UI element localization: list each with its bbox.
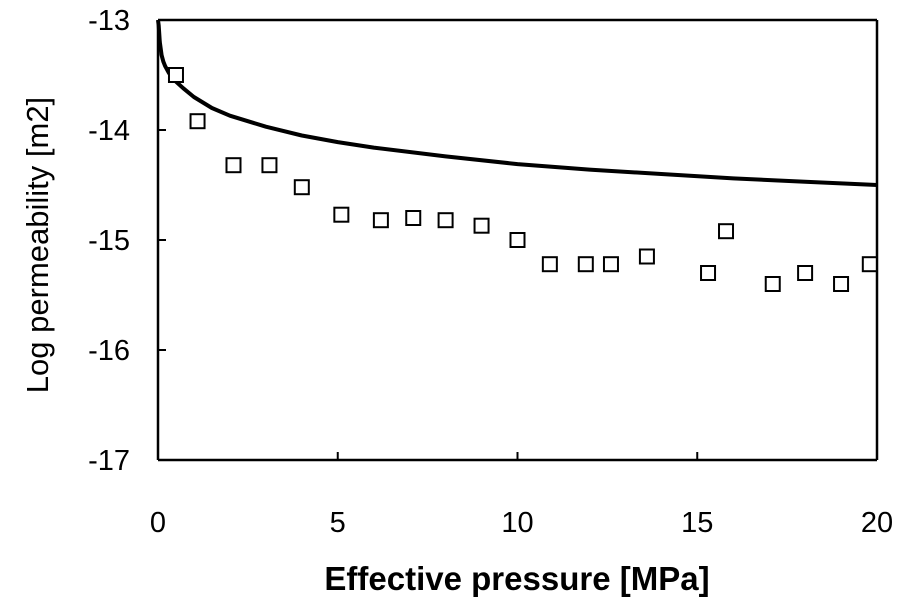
- x-tick-label: 20: [861, 507, 893, 539]
- data-point: [764, 276, 781, 292]
- x-tick-label: 0: [150, 507, 166, 539]
- x-tick-label: 10: [501, 507, 533, 539]
- x-tick-labels: 0 5 10 15 20: [150, 452, 893, 539]
- data-point: [333, 206, 350, 223]
- y-tick-label: -14: [88, 115, 130, 147]
- fit-curve: [156, 19, 878, 187]
- x-tick-label: 15: [681, 507, 713, 539]
- y-tick-label: -17: [88, 445, 130, 477]
- data-point: [602, 256, 619, 273]
- y-tick-label: -15: [88, 225, 130, 257]
- data-point: [541, 256, 558, 273]
- data-point: [577, 256, 594, 273]
- data-point: [167, 67, 184, 83]
- data-point: [861, 256, 878, 273]
- measured-points: [167, 67, 878, 292]
- fit-curve-line: [156, 19, 878, 187]
- data-point: [405, 210, 422, 226]
- data-point: [718, 223, 735, 240]
- data-point: [372, 212, 389, 229]
- data-point: [509, 232, 526, 248]
- y-tick-label: -16: [88, 335, 130, 367]
- y-axis-title: Log permeability [m2]: [20, 97, 55, 393]
- data-point: [700, 265, 717, 281]
- data-point: [638, 248, 655, 265]
- data-point: [189, 113, 206, 130]
- x-axis-title: Effective pressure [MPa]: [324, 560, 709, 597]
- x-tick-label: 5: [330, 507, 346, 539]
- y-tick-labels: -13 -14 -15 -16 -17: [88, 5, 166, 477]
- data-point: [261, 157, 278, 174]
- data-point: [437, 212, 454, 229]
- data-point: [797, 265, 814, 281]
- data-point: [225, 157, 242, 174]
- data-point: [473, 217, 490, 234]
- data-point: [293, 179, 310, 196]
- data-point: [833, 276, 850, 292]
- y-tick-label: -13: [88, 5, 130, 37]
